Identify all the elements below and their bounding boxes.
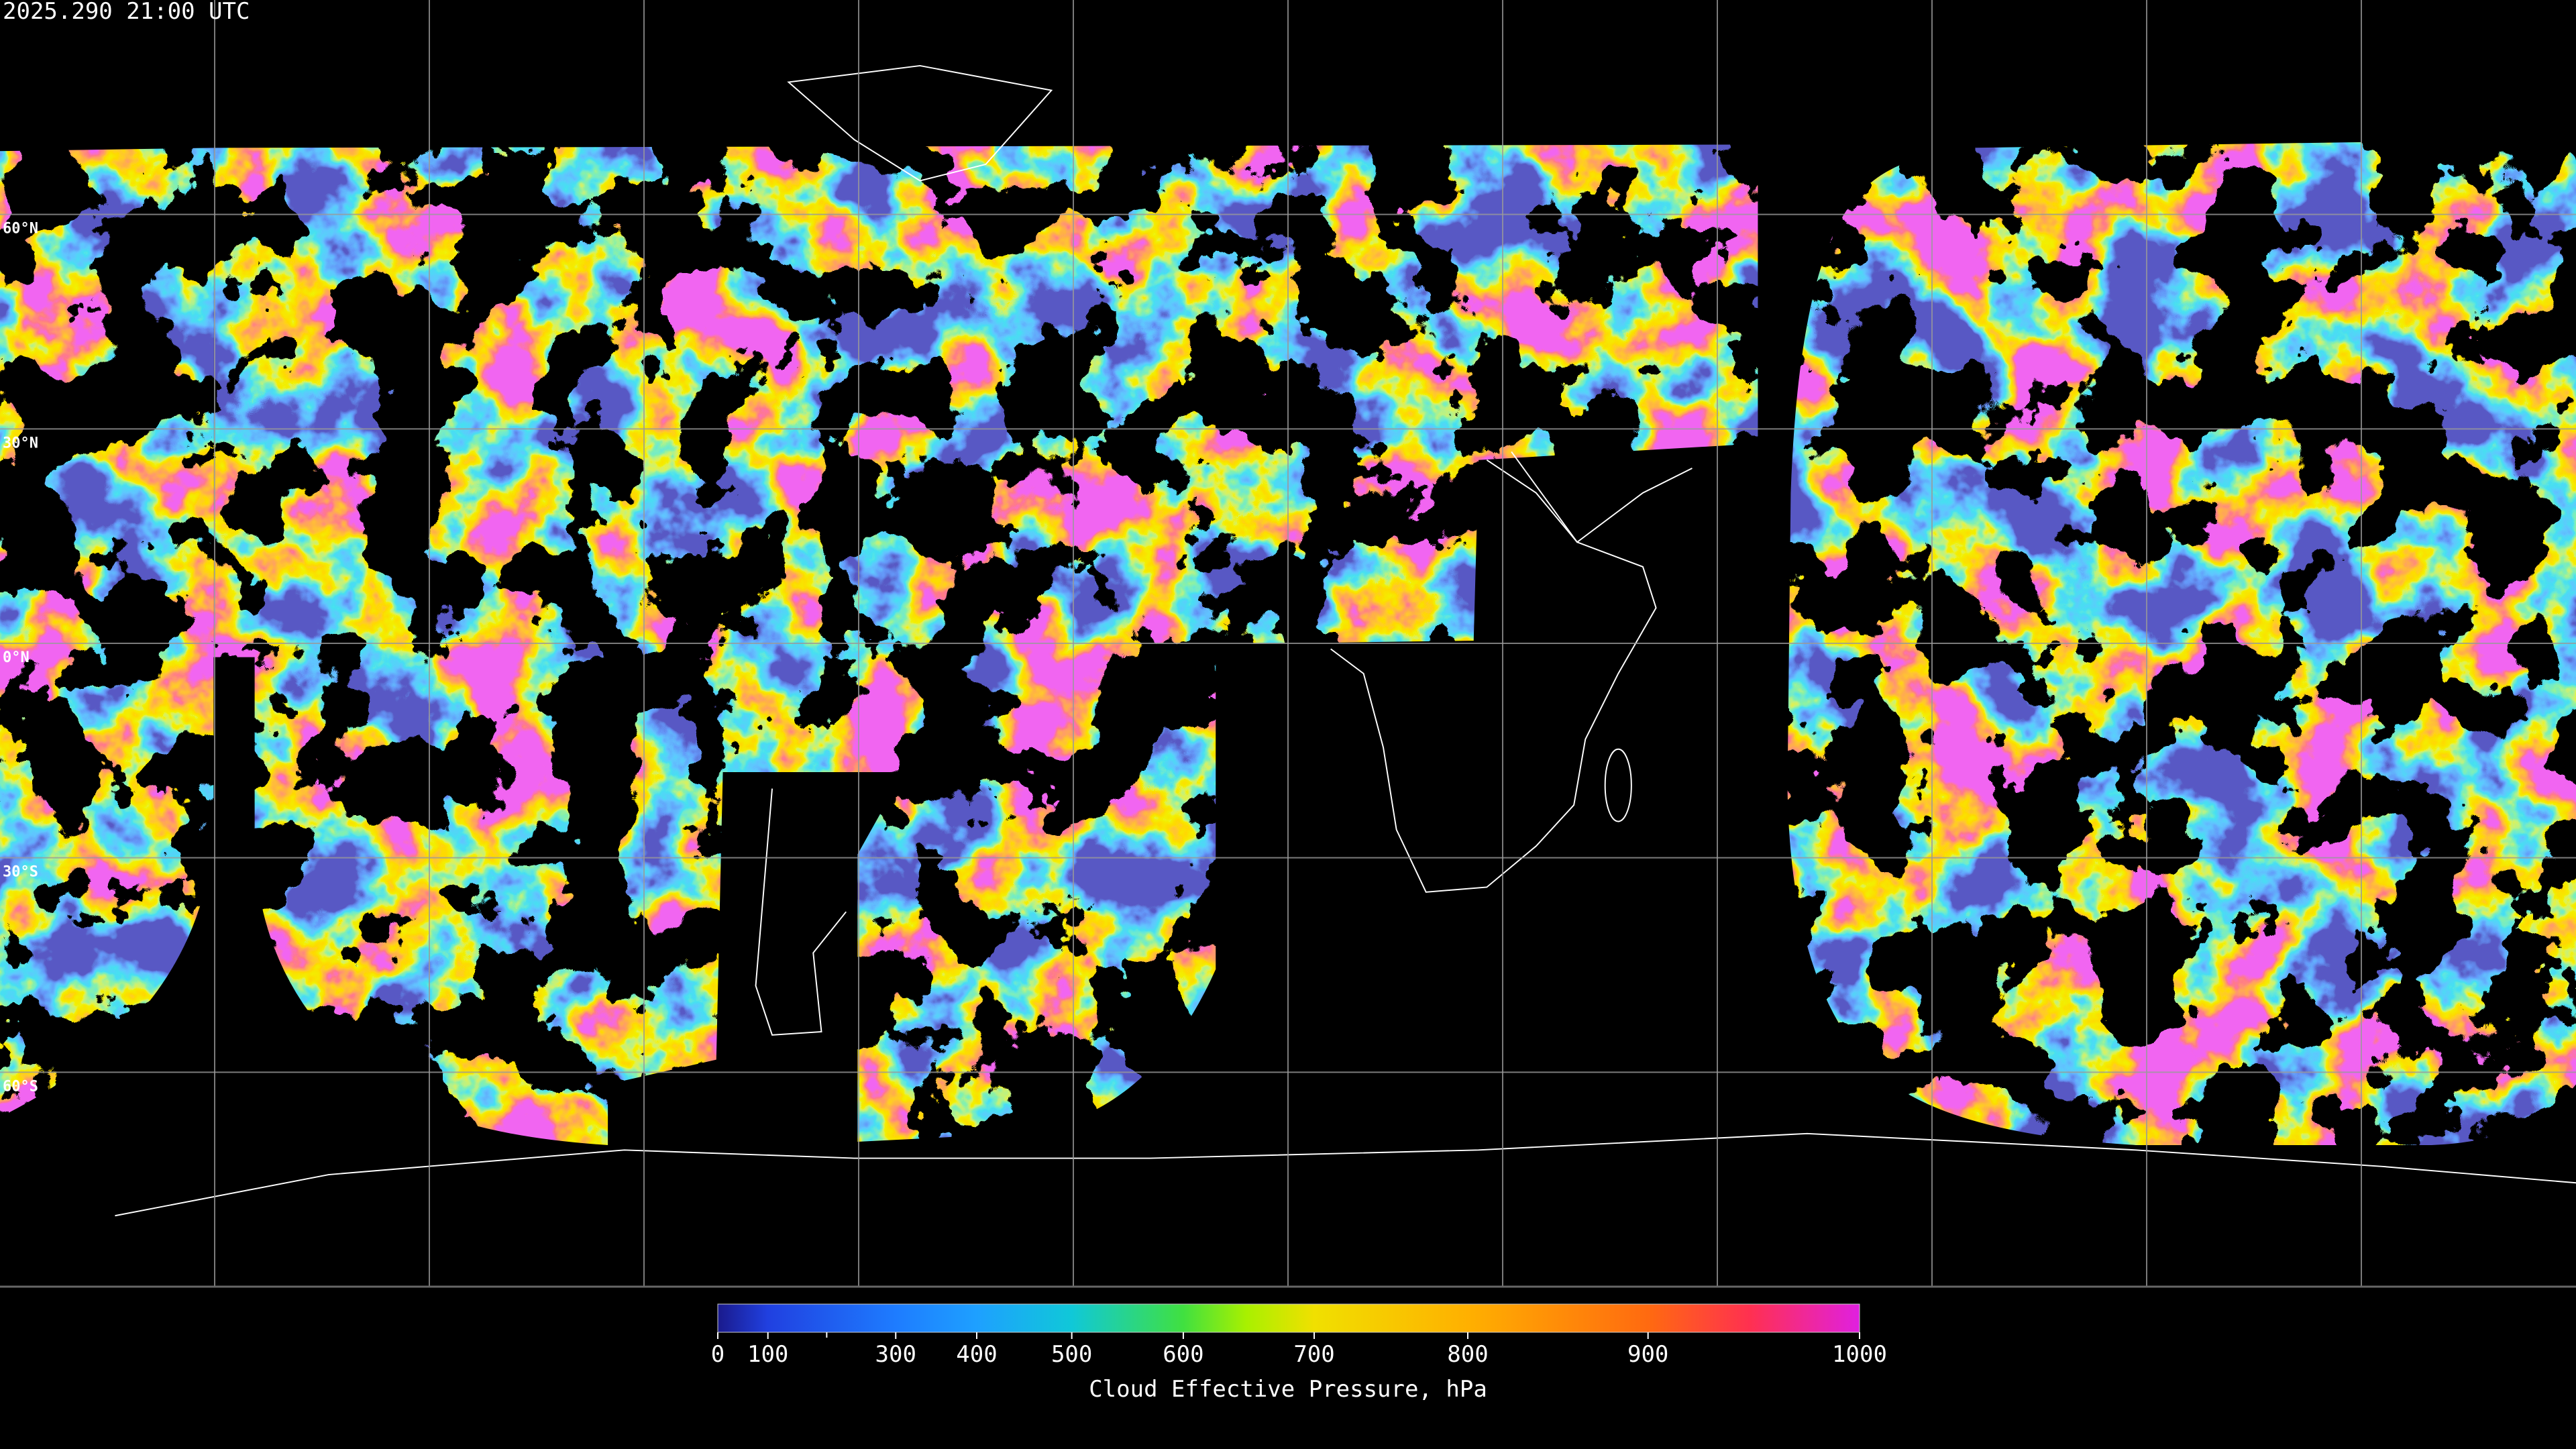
latitude-label: 30°N bbox=[3, 435, 38, 451]
colorbar-tick-label: 900 bbox=[1627, 1341, 1668, 1368]
colorbar-tick-label: 300 bbox=[875, 1341, 916, 1368]
coast-antarctica bbox=[115, 1132, 2576, 1217]
graticule: 60°N 30°N 0°N 30°S 60°S bbox=[0, 0, 2576, 1288]
colorbar-label: Cloud Effective Pressure, hPa bbox=[1089, 1376, 1487, 1403]
satellite-imagery bbox=[0, 64, 2576, 1217]
timestamp: 2025.290 21:00 UTC bbox=[3, 0, 250, 25]
coverage-central bbox=[213, 144, 1758, 1145]
coverage-east bbox=[1787, 140, 2576, 1145]
cloud-coverage bbox=[0, 140, 2576, 1145]
colorbar-tick-label: 500 bbox=[1051, 1341, 1092, 1368]
coast-africa bbox=[1330, 459, 1657, 893]
coverage-west bbox=[0, 148, 214, 1118]
colorbar-tick-label: 1000 bbox=[1832, 1341, 1887, 1368]
colorbar-tick-label: 700 bbox=[1293, 1341, 1334, 1368]
colorbar-tick-label: 0 bbox=[711, 1341, 724, 1368]
latitude-label: 60°S bbox=[3, 1078, 38, 1095]
coast-south-america bbox=[755, 788, 847, 1036]
colorbar-tick-label: 100 bbox=[747, 1341, 788, 1368]
colorbar: 0 100 300 400 500 600 700 800 900 1000 bbox=[711, 1303, 1887, 1368]
latitude-label: 60°N bbox=[3, 221, 38, 237]
coast-arabia bbox=[1511, 451, 1693, 543]
coast-greenland bbox=[787, 64, 1053, 182]
colorbar-tick-label: 400 bbox=[956, 1341, 997, 1368]
colorbar-bar bbox=[717, 1303, 1860, 1333]
coastlines bbox=[115, 64, 2576, 1217]
colorbar-tick-label: 800 bbox=[1447, 1341, 1488, 1368]
colorbar-tick-label: 600 bbox=[1163, 1341, 1203, 1368]
coast-madagascar bbox=[1604, 748, 1632, 822]
latitude-label: 30°S bbox=[3, 864, 38, 881]
latitude-label: 0°N bbox=[3, 649, 30, 666]
